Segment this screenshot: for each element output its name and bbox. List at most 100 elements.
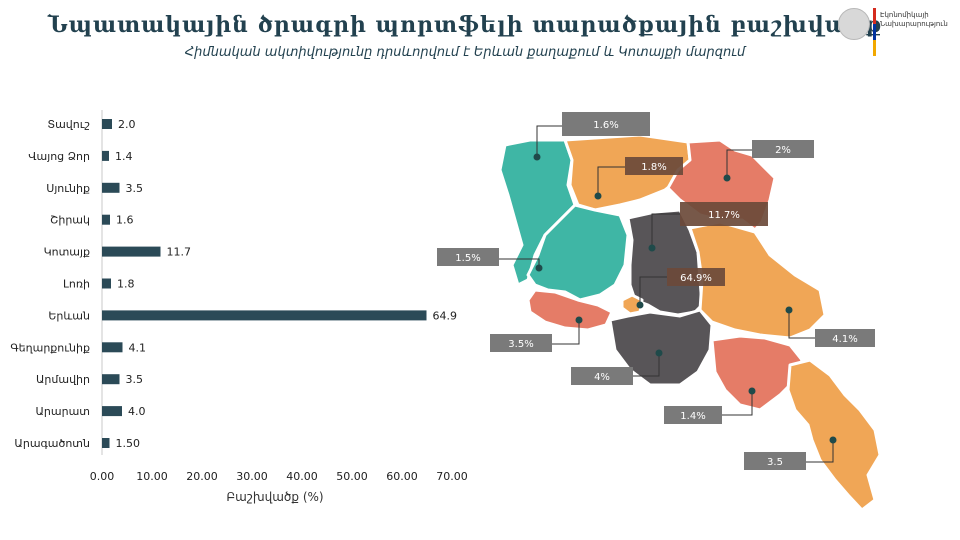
leader-line xyxy=(639,276,667,305)
logo-text: Էկոնոմիկայի Նախարարություն xyxy=(880,11,955,29)
bar-category-label: Տավուշ xyxy=(47,118,90,131)
region-label-text: 1.8% xyxy=(641,162,666,173)
x-tick-label: 40.00 xyxy=(286,470,318,483)
bar xyxy=(102,438,110,448)
bar-value-label: 1.6 xyxy=(116,214,134,227)
region-label-text: 64.9% xyxy=(680,273,712,284)
bar-value-label: 2.0 xyxy=(118,118,136,131)
region-yerevan xyxy=(620,293,644,316)
bar xyxy=(102,406,122,417)
bar-value-label: 3.5 xyxy=(126,373,144,386)
bar xyxy=(102,310,427,321)
region-label-text: 3.5 xyxy=(767,457,783,468)
bar-category-label: Շիրակ xyxy=(50,214,90,227)
bar-category-label: Լոռի xyxy=(63,278,90,291)
region-marker-dot xyxy=(594,192,602,200)
bar xyxy=(102,182,120,193)
leader-line xyxy=(806,440,834,463)
leader-line xyxy=(788,310,815,339)
leader-line xyxy=(726,149,752,178)
bar-value-label: 11.7 xyxy=(167,246,192,259)
flag-orange-stripe xyxy=(873,40,876,56)
region-marker-dot xyxy=(785,306,793,314)
flag-blue-stripe xyxy=(873,24,876,40)
region-label-box xyxy=(625,157,683,175)
x-tick-label: 20.00 xyxy=(186,470,218,483)
bar-value-label: 4.0 xyxy=(128,405,146,418)
region-label-text: 11.7% xyxy=(708,210,740,221)
bar-value-label: 3.5 xyxy=(126,182,144,195)
region-label-box xyxy=(667,268,725,286)
region-syunik xyxy=(786,358,882,512)
bar-category-label: Արմավիր xyxy=(36,373,90,386)
x-tick-label: 70.00 xyxy=(436,470,468,483)
leader-line xyxy=(633,353,660,377)
region-label-box xyxy=(571,367,633,385)
bar-category-label: Վայոց Ձոր xyxy=(28,150,90,163)
region-label-box xyxy=(752,140,814,158)
region-label-box xyxy=(744,452,806,470)
bar-category-label: Երևան xyxy=(48,309,90,322)
x-tick-label: 30.00 xyxy=(236,470,268,483)
region-label-box xyxy=(562,112,650,136)
logo-line-1: Էկոնոմիկայի xyxy=(880,11,929,19)
region-label-text: 2% xyxy=(775,145,791,156)
region-marker-dot xyxy=(535,264,543,272)
leader-line xyxy=(722,391,753,416)
region-marker-dot xyxy=(533,153,541,161)
region-marker-dot xyxy=(748,387,756,395)
page-title: Նպատակային ծրագրի պորտֆելի տարածքային բա… xyxy=(47,12,883,38)
ministry-logo: Էկոնոմիկայի Նախարարություն xyxy=(838,6,948,56)
region-marker-dot xyxy=(648,244,656,252)
region-label-box xyxy=(490,334,552,352)
bar xyxy=(102,119,112,129)
region-aragatsotn xyxy=(526,203,630,302)
leader-line xyxy=(597,166,625,196)
bar xyxy=(102,246,161,257)
x-tick-label: 10.00 xyxy=(136,470,168,483)
x-axis-title: Բաշխվածք (%) xyxy=(226,490,323,504)
bar-chart: Տավուշ 2.0 Վայոց Ձոր 1.4 Սյունիք 3.5 Շիրակ 1.6 Կ… xyxy=(10,110,468,504)
region-marker-dot xyxy=(655,349,663,357)
flag-red-stripe xyxy=(873,8,876,24)
region-label-box xyxy=(815,329,875,347)
region-marker-dot xyxy=(636,301,644,309)
region-marker-dot xyxy=(829,436,837,444)
region-label-text: 1.6% xyxy=(593,120,618,131)
bar xyxy=(102,374,120,385)
bar-value-label: 64.9 xyxy=(433,309,458,322)
x-tick-label: 50.00 xyxy=(336,470,368,483)
bar xyxy=(102,214,110,225)
region-marker-dot xyxy=(575,316,583,324)
bar-category-label: Կոտայք xyxy=(44,246,90,259)
region-label-text: 1.5% xyxy=(455,253,480,264)
region-label-text: 3.5% xyxy=(508,339,533,350)
coat-of-arms-icon xyxy=(838,8,870,40)
bar-value-label: 4.1 xyxy=(129,341,147,354)
x-tick-label: 60.00 xyxy=(386,470,418,483)
leader-line xyxy=(651,213,680,248)
logo-line-2: Նախարարություն xyxy=(880,20,948,28)
bar-category-label: Արագածոտն xyxy=(14,437,90,450)
bar-category-label: Արարատ xyxy=(35,405,90,418)
bar-value-label: 1.50 xyxy=(116,437,141,450)
region-label-box xyxy=(680,202,768,226)
region-label-text: 1.4% xyxy=(680,411,705,422)
region-marker-dot xyxy=(723,174,731,182)
x-tick-label: 0.00 xyxy=(90,470,115,483)
bar-category-label: Սյունիք xyxy=(46,182,90,195)
region-armavir xyxy=(526,288,614,332)
armenia-map: 1.6% 1.8% 2% 11.7% 1.5% 64.9% 3.5% 4.1% 4% 1.4% 3.… xyxy=(437,112,882,512)
bar-value-label: 1.8 xyxy=(117,278,135,291)
map-labels: 1.6% 1.8% 2% 11.7% 1.5% 64.9% 3.5% 4.1% 4% 1.4% 3.… xyxy=(437,112,875,470)
region-label-box xyxy=(664,406,722,424)
page-subtitle: Հիմնական ակտիվությունը դրսևորվում է Երևա… xyxy=(184,45,746,60)
bar xyxy=(102,150,109,161)
map-regions xyxy=(498,133,882,512)
bar-category-label: Գեղարքունիք xyxy=(10,341,90,354)
region-label-box xyxy=(437,248,499,266)
bar xyxy=(102,342,123,353)
leader-line xyxy=(536,125,562,157)
bars-layer: Տավուշ 2.0 Վայոց Ձոր 1.4 Սյունիք 3.5 Շիրակ 1.6 Կ… xyxy=(10,110,468,504)
region-label-text: 4% xyxy=(594,372,610,383)
